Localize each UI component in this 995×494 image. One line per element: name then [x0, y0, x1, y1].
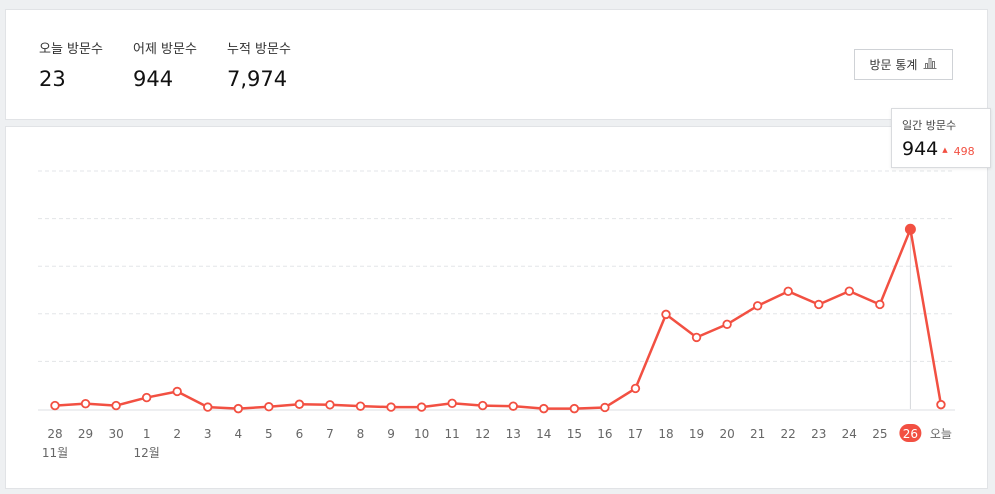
today-visits-label: 오늘 방문수: [39, 42, 103, 57]
total-visits-stat: 누적 방문수 7,974: [227, 38, 291, 91]
tick-highlight-badge: [899, 424, 922, 442]
month-label: 11월: [42, 446, 68, 460]
x-tick-label: 24: [842, 427, 857, 441]
x-tick-label: 오늘: [930, 427, 952, 441]
chart-card: [5, 126, 988, 489]
data-point[interactable]: [691, 332, 702, 343]
x-tick-label: 15: [567, 427, 582, 441]
tooltip-change: 498: [953, 145, 975, 158]
data-point-highlighted[interactable]: [904, 223, 916, 235]
data-point[interactable]: [814, 299, 824, 310]
data-point[interactable]: [386, 402, 396, 412]
x-tick-label: 11: [445, 427, 460, 441]
x-tick-label: 21: [750, 427, 765, 441]
data-point[interactable]: [50, 400, 60, 411]
today-visits-value: 23: [39, 67, 66, 91]
x-tick-label: 6: [296, 427, 304, 441]
data-point[interactable]: [172, 386, 182, 397]
yesterday-visits-value: 944: [133, 67, 174, 91]
x-tick-label: 28: [47, 427, 62, 441]
yesterday-visits-stat: 어제 방문수 944: [133, 38, 197, 91]
x-tick-label: 12: [475, 427, 490, 441]
data-point[interactable]: [844, 286, 854, 296]
x-tick-label: 16: [597, 427, 612, 441]
data-point[interactable]: [80, 398, 91, 409]
total-visits-label: 누적 방문수: [227, 42, 291, 57]
x-tick-label: 23: [811, 427, 826, 441]
data-point[interactable]: [508, 401, 518, 411]
data-point[interactable]: [630, 383, 641, 394]
triangle-up-icon: ▲: [942, 146, 948, 154]
data-point[interactable]: [783, 286, 793, 297]
data-point[interactable]: [600, 402, 610, 413]
tooltip-value: 944: [902, 138, 939, 160]
data-point[interactable]: [478, 400, 488, 411]
x-tick-label: 7: [326, 427, 334, 441]
x-tick-label: 3: [204, 427, 212, 441]
data-point[interactable]: [325, 400, 335, 410]
visit-stats-button-label: 방문 통계: [869, 58, 918, 72]
data-point[interactable]: [294, 399, 305, 409]
x-tick-label: 18: [658, 427, 673, 441]
data-point[interactable]: [233, 403, 243, 414]
today-visits-stat: 오늘 방문수 23: [39, 38, 103, 91]
tooltip-label: 일간 방문수: [902, 119, 957, 132]
x-tick-label: 2: [173, 427, 181, 441]
data-point[interactable]: [752, 301, 763, 311]
series-line: [54, 228, 943, 410]
data-point[interactable]: [539, 403, 549, 414]
total-visits-value: 7,974: [227, 67, 288, 91]
visit-stats-button[interactable]: 방문 통계: [854, 49, 953, 80]
x-tick-label: 1: [143, 427, 151, 441]
x-tick-label: 25: [872, 427, 887, 441]
data-point[interactable]: [111, 400, 121, 411]
data-point[interactable]: [447, 398, 457, 408]
data-point[interactable]: [355, 401, 366, 411]
data-point[interactable]: [569, 403, 580, 414]
x-tick-label: 20: [719, 427, 734, 441]
x-tick-label: 30: [108, 427, 123, 441]
x-tick-label: 13: [506, 427, 521, 441]
x-tick-label: 29: [78, 427, 93, 441]
x-tick-label: 17: [628, 427, 643, 441]
data-point[interactable]: [661, 309, 671, 320]
bar-chart-icon: [923, 57, 937, 72]
x-tick-label: 5: [265, 427, 273, 441]
month-label: 12월: [133, 446, 159, 460]
tooltip-value-row: 944 ▲ 498: [902, 138, 990, 160]
data-point[interactable]: [936, 399, 946, 410]
data-point[interactable]: [722, 319, 732, 329]
x-tick-label: 9: [387, 427, 395, 441]
data-point[interactable]: [416, 402, 427, 412]
data-point[interactable]: [141, 392, 152, 403]
data-point[interactable]: [264, 402, 274, 412]
x-tick-label: 4: [234, 427, 242, 441]
stats-card: 오늘 방문수 23 어제 방문수 944 누적 방문수 7,974 방문 통계: [5, 9, 988, 120]
data-point[interactable]: [875, 299, 885, 310]
yesterday-visits-label: 어제 방문수: [133, 42, 197, 57]
x-tick-label: 22: [781, 427, 796, 441]
daily-visits-tooltip: 일간 방문수 944 ▲ 498: [891, 108, 991, 168]
x-tick-label: 19: [689, 427, 704, 441]
x-tick-label: 14: [536, 427, 551, 441]
x-tick-label: 26: [903, 427, 918, 441]
x-tick-label: 8: [357, 427, 365, 441]
data-point[interactable]: [203, 402, 213, 412]
x-tick-label: 10: [414, 427, 429, 441]
